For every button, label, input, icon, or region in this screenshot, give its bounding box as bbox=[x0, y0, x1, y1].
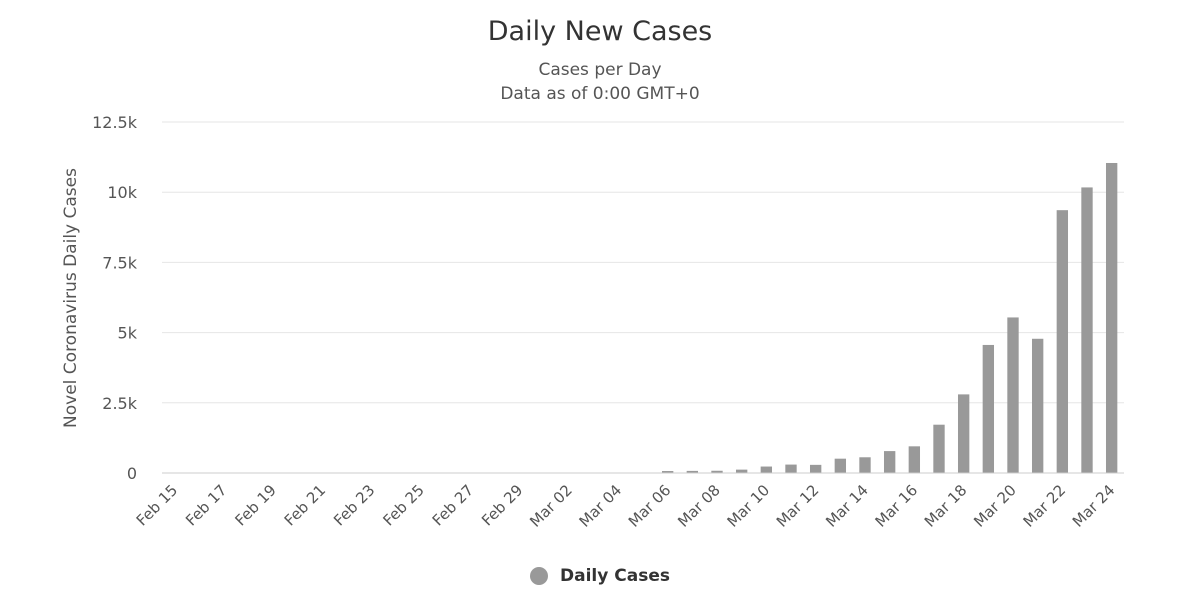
x-tick-label: Mar 10 bbox=[724, 481, 774, 531]
bar[interactable] bbox=[908, 446, 921, 473]
x-tick-label: Feb 17 bbox=[182, 481, 230, 529]
chart-subtitle-line-2: Data as of 0:00 GMT+0 bbox=[500, 84, 700, 104]
x-tick-label: Feb 15 bbox=[133, 481, 181, 529]
bar[interactable] bbox=[1007, 317, 1019, 473]
bar[interactable] bbox=[883, 451, 896, 473]
bar[interactable] bbox=[760, 466, 773, 473]
x-tick-label: Mar 12 bbox=[773, 481, 823, 531]
bar[interactable] bbox=[661, 471, 674, 473]
bar[interactable] bbox=[809, 464, 822, 473]
x-tick-label: Mar 22 bbox=[1020, 481, 1070, 531]
x-axis-tick-labels: Feb 15 Feb 17 Feb 19 Feb 21 Feb 23 Feb 25 Feb … bbox=[133, 481, 1119, 531]
x-tick-label: Feb 21 bbox=[281, 481, 329, 529]
bar[interactable] bbox=[982, 344, 995, 473]
y-tick-label: 7.5k bbox=[102, 253, 137, 272]
x-tick-label: Feb 23 bbox=[330, 481, 378, 529]
x-tick-label: Mar 16 bbox=[872, 481, 922, 531]
x-tick-label: Mar 04 bbox=[576, 481, 626, 531]
bar[interactable] bbox=[1081, 187, 1093, 474]
y-tick-label: 12.5k bbox=[92, 113, 138, 132]
bar[interactable] bbox=[1056, 210, 1069, 473]
y-axis-tick-labels: 0 2.5k 5k 7.5k 10k 12.5k bbox=[92, 113, 138, 483]
y-tick-label: 10k bbox=[107, 183, 137, 202]
x-tick-label: Mar 02 bbox=[526, 481, 576, 531]
bar[interactable] bbox=[1105, 162, 1118, 473]
x-tick-label: Mar 14 bbox=[822, 481, 872, 531]
x-tick-label: Mar 20 bbox=[970, 481, 1020, 531]
legend-circle-icon bbox=[530, 567, 549, 585]
bars bbox=[661, 162, 1118, 474]
bar[interactable] bbox=[957, 394, 970, 473]
x-tick-label: Feb 25 bbox=[379, 481, 427, 529]
x-tick-label: Mar 24 bbox=[1069, 481, 1119, 531]
bar[interactable] bbox=[711, 470, 723, 473]
bar[interactable] bbox=[785, 464, 797, 473]
chart-title: Daily New Cases bbox=[487, 16, 713, 47]
x-tick-label: Feb 29 bbox=[478, 481, 526, 529]
bar[interactable] bbox=[1031, 338, 1044, 473]
x-tick-label: Mar 18 bbox=[921, 481, 971, 531]
y-axis-label: Novel Coronavirus Daily Cases bbox=[61, 168, 81, 428]
bar[interactable] bbox=[859, 457, 871, 473]
bar[interactable] bbox=[735, 469, 748, 473]
legend-label-daily-cases[interactable]: Daily Cases bbox=[560, 566, 670, 586]
x-tick-label: Feb 27 bbox=[429, 481, 477, 529]
y-tick-label: 5k bbox=[118, 324, 138, 343]
grid-lines bbox=[162, 121, 1124, 404]
y-tick-label: 0 bbox=[127, 464, 137, 483]
bar[interactable] bbox=[834, 458, 847, 473]
y-tick-label: 2.5k bbox=[102, 394, 137, 413]
bar[interactable] bbox=[933, 424, 945, 473]
bar[interactable] bbox=[686, 470, 699, 473]
chart-subtitle-line-1: Cases per Day bbox=[538, 60, 662, 80]
x-tick-label: Mar 08 bbox=[674, 481, 724, 531]
x-tick-label: Mar 06 bbox=[625, 481, 675, 531]
legend[interactable]: Daily Cases bbox=[0, 566, 1200, 586]
x-tick-label: Feb 19 bbox=[231, 481, 279, 529]
